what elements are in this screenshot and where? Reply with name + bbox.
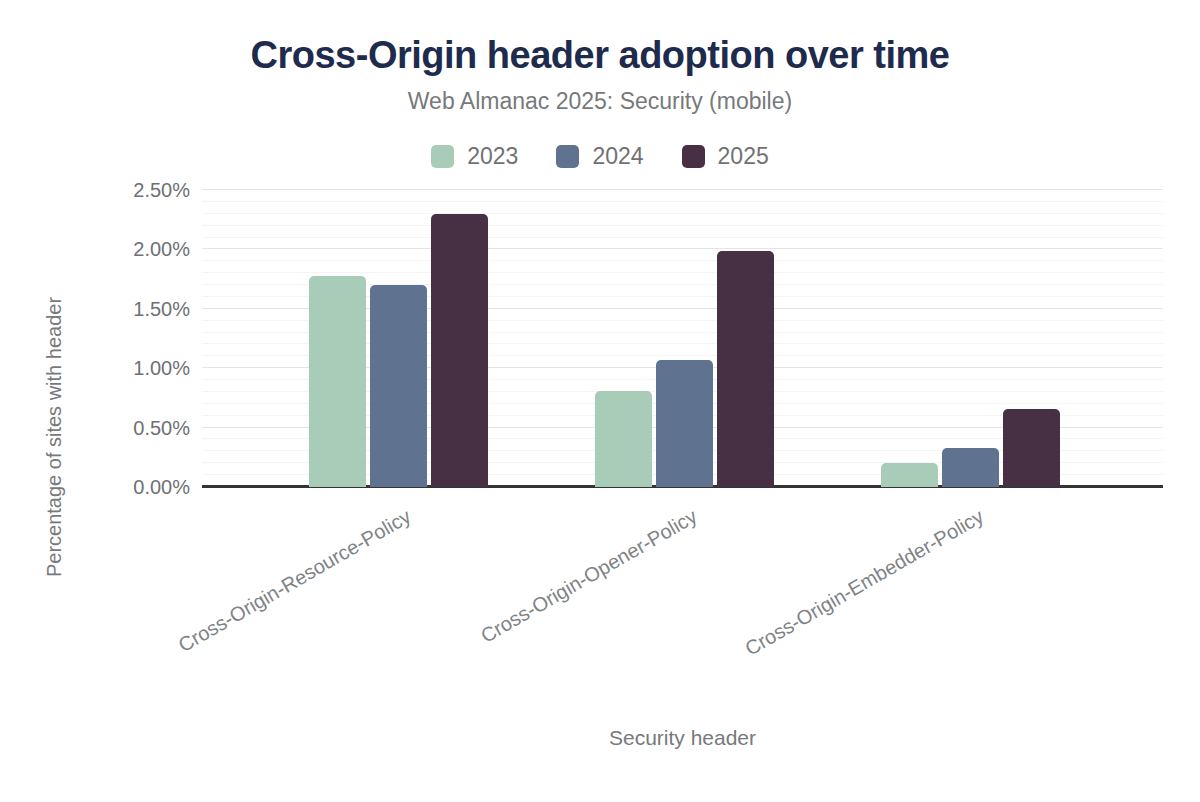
gridline	[202, 201, 1163, 202]
x-axis-title: Security header	[202, 726, 1163, 750]
legend-label: 2023	[467, 143, 518, 170]
bar-2023-Cross-Origin-Opener-Policy	[595, 391, 652, 487]
x-category-label: Cross-Origin-Opener-Policy	[477, 505, 701, 648]
legend-label: 2024	[592, 143, 643, 170]
y-tick-label: 2.00%	[70, 238, 190, 260]
legend-swatch-icon	[682, 145, 705, 168]
y-tick-label: 1.00%	[70, 357, 190, 379]
bar-2025-Cross-Origin-Resource-Policy	[431, 214, 488, 487]
chart-subtitle: Web Almanac 2025: Security (mobile)	[0, 88, 1200, 115]
legend-swatch-icon	[431, 145, 454, 168]
plot-area: 0.00%0.50%1.00%1.50%2.00%2.50%Cross-Orig…	[202, 190, 1163, 487]
gridline	[202, 260, 1163, 261]
legend-swatch-icon	[556, 145, 579, 168]
bar-2024-Cross-Origin-Opener-Policy	[656, 360, 713, 487]
gridline	[202, 213, 1163, 214]
bar-2023-Cross-Origin-Resource-Policy	[309, 276, 366, 487]
legend-item-2024: 2024	[556, 143, 643, 170]
bar-2023-Cross-Origin-Embedder-Policy	[881, 463, 938, 487]
y-axis-title: Percentage of sites with header	[43, 297, 66, 577]
x-category-label: Cross-Origin-Embedder-Policy	[741, 505, 987, 661]
x-category-label: Cross-Origin-Resource-Policy	[175, 505, 416, 657]
legend-label: 2025	[718, 143, 769, 170]
chart-figure: Cross-Origin header adoption over time W…	[0, 0, 1200, 802]
gridline	[202, 189, 1163, 190]
gridline	[202, 237, 1163, 238]
y-tick-label: 0.50%	[70, 417, 190, 439]
bar-2025-Cross-Origin-Opener-Policy	[717, 251, 774, 487]
gridline	[202, 272, 1163, 273]
gridline	[202, 225, 1163, 226]
y-tick-label: 0.00%	[70, 476, 190, 498]
y-tick-label: 1.50%	[70, 298, 190, 320]
legend-item-2025: 2025	[682, 143, 769, 170]
bar-2024-Cross-Origin-Resource-Policy	[370, 285, 427, 487]
legend-item-2023: 2023	[431, 143, 518, 170]
y-tick-label: 2.50%	[70, 179, 190, 201]
chart-title: Cross-Origin header adoption over time	[0, 34, 1200, 77]
gridline	[202, 248, 1163, 249]
bar-2025-Cross-Origin-Embedder-Policy	[1003, 409, 1060, 487]
bar-2024-Cross-Origin-Embedder-Policy	[942, 448, 999, 487]
legend: 2023 2024 2025	[0, 143, 1200, 170]
